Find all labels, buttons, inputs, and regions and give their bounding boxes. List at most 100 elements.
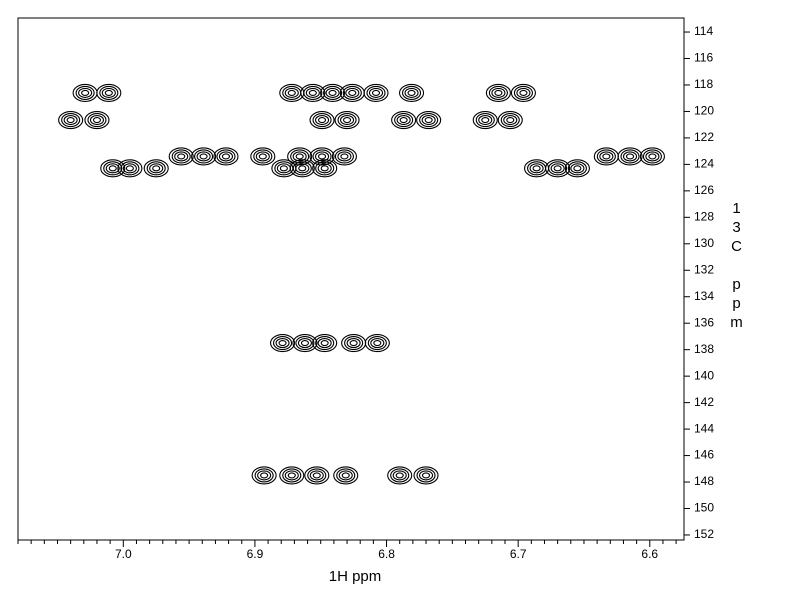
contour-level [309, 110, 335, 130]
contour-level [346, 338, 361, 349]
y-tick-label: 140 [694, 368, 714, 382]
contour-level [371, 89, 381, 96]
contour-level [645, 151, 660, 162]
contour-level [337, 151, 352, 162]
contour-level [416, 468, 436, 483]
contour-level [314, 114, 330, 126]
contour-level [550, 163, 565, 174]
peak [309, 147, 335, 166]
contour-level [199, 153, 208, 160]
peak [191, 147, 217, 166]
contour-level [312, 149, 332, 164]
contour-level [338, 470, 353, 481]
peak [312, 159, 338, 178]
contour-level [297, 338, 312, 349]
contour-level [394, 112, 414, 128]
peak [497, 110, 523, 130]
peak [304, 466, 330, 485]
contour-level [513, 85, 533, 100]
contour-level [328, 89, 337, 96]
peak [510, 83, 536, 102]
contour-level [300, 340, 309, 347]
contour-level [391, 110, 417, 130]
contour-level [642, 149, 662, 164]
contour-level [270, 334, 296, 353]
contour-level [279, 466, 305, 485]
contour-level [503, 114, 518, 126]
x-axis-title: 1H ppm [329, 568, 382, 585]
contour-level [61, 112, 81, 128]
peak [271, 159, 297, 178]
contour-level [276, 163, 291, 174]
peak [72, 83, 98, 102]
contour-level [413, 466, 439, 485]
contour-level [221, 153, 231, 160]
contour-level [404, 87, 419, 98]
contour-level [105, 163, 120, 174]
y-tick-label: 118 [694, 77, 713, 91]
contour-level [500, 112, 520, 128]
peak [391, 110, 417, 130]
peak [292, 334, 318, 353]
peak [279, 466, 305, 485]
y-tick-label: 134 [694, 289, 714, 303]
contour-level [564, 159, 590, 178]
contour-level [617, 147, 643, 166]
contour-level [149, 163, 164, 174]
peak [387, 466, 413, 485]
contour-level [152, 165, 161, 172]
contour-level [488, 85, 508, 100]
contour-level [63, 114, 78, 126]
contour-level [349, 340, 358, 347]
peak [413, 466, 439, 485]
contour-level [196, 151, 211, 162]
contour-level [58, 110, 84, 130]
peak [289, 159, 315, 178]
contour-level [472, 110, 498, 130]
contour-level [304, 466, 330, 485]
peak [251, 466, 277, 485]
contour-level [320, 165, 329, 172]
contour-level [418, 470, 434, 481]
y-axis-title: 13C ppm [728, 200, 745, 333]
contour-level [567, 161, 587, 176]
y-tick-label: 130 [694, 236, 714, 250]
contour-level [342, 85, 362, 100]
contour-level [478, 114, 493, 126]
contour-level [307, 468, 327, 483]
contour-level [399, 116, 408, 124]
peak [617, 147, 643, 166]
contour-level [334, 149, 354, 164]
contour-level [333, 466, 359, 485]
peak [341, 334, 367, 353]
contour-level [344, 336, 364, 351]
contour-level [305, 87, 320, 98]
contour-level [497, 110, 523, 130]
contour-level [373, 340, 382, 347]
peak [398, 83, 425, 102]
peak [334, 110, 360, 130]
contour-level [117, 159, 143, 178]
contour-level [396, 114, 411, 126]
contour-level [75, 85, 95, 100]
x-tick-label: 7.0 [115, 547, 132, 561]
contour-level [171, 149, 191, 164]
y-tick-label: 128 [694, 209, 714, 223]
contour-level [519, 89, 528, 96]
peak [416, 110, 442, 130]
contour-level [298, 165, 307, 172]
contour-level [255, 151, 270, 162]
contour-level [325, 87, 340, 98]
contour-level [194, 149, 214, 164]
contour-level [287, 472, 296, 479]
contour-level [545, 159, 571, 178]
contour-level [81, 89, 90, 96]
contour-level [295, 153, 304, 160]
contour-level [481, 116, 490, 124]
contour-level [96, 83, 122, 102]
contour-level [506, 116, 515, 124]
contour-level [348, 89, 357, 96]
contour-level [343, 116, 352, 124]
contour-level [287, 89, 296, 96]
contour-level [424, 116, 433, 124]
